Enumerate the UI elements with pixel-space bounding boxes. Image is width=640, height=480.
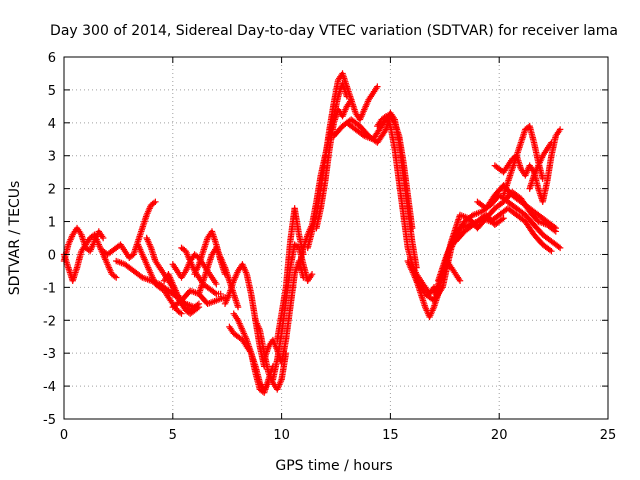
data-point-marker: [445, 246, 453, 254]
data-point-marker: [449, 239, 456, 246]
data-point-marker: [498, 216, 506, 223]
data-point-marker: [234, 303, 242, 311]
data-point-marker: [432, 286, 440, 293]
data-point-marker: [433, 284, 440, 292]
data-series: [435, 192, 564, 284]
x-axis-label: GPS time / hours: [275, 458, 392, 474]
data-point-marker: [430, 290, 438, 298]
data-layer: [60, 70, 564, 396]
data-point-marker: [446, 245, 453, 252]
data-point-marker: [152, 198, 159, 205]
data-point-marker: [447, 243, 454, 251]
data-point-marker: [444, 249, 451, 257]
data-point-marker: [308, 271, 316, 278]
y-tick-label: 2: [48, 183, 56, 198]
data-point-marker: [432, 287, 439, 295]
data-point-marker: [556, 244, 564, 252]
y-tick-label: -2: [43, 314, 56, 329]
data-point-marker: [195, 300, 203, 308]
data-point-marker: [217, 290, 224, 298]
data-point-marker: [374, 83, 381, 90]
y-tick-label: -4: [43, 380, 56, 395]
data-point-marker: [99, 234, 107, 242]
data-point-marker: [551, 223, 558, 231]
y-tick-label: -1: [43, 281, 56, 296]
data-series: [526, 139, 555, 192]
x-tick-label: 15: [382, 428, 399, 443]
data-point-marker: [211, 289, 219, 297]
y-tick-label: 5: [48, 84, 56, 99]
data-series: [134, 241, 185, 317]
data-point-marker: [113, 274, 120, 281]
data-series: [313, 83, 381, 232]
data-point-marker: [556, 126, 564, 133]
axis-ticks: 0 5 10 15 20 25 -5 -4 -3 -2 -1 0 1 2 3 4 5 6: [43, 51, 616, 443]
x-tick-label: 20: [491, 428, 508, 443]
y-tick-label: 1: [48, 216, 56, 231]
y-tick-label: 4: [48, 117, 56, 132]
y-tick-label: 6: [48, 51, 56, 66]
data-point-marker: [555, 243, 562, 250]
x-tick-label: 0: [60, 428, 68, 443]
data-point-marker: [178, 310, 185, 317]
y-tick-label: 0: [48, 248, 56, 263]
data-series: [452, 205, 555, 255]
data-point-marker: [539, 175, 546, 182]
data-point-marker: [381, 127, 389, 135]
y-tick-label: -3: [43, 347, 56, 362]
data-point-marker: [448, 240, 455, 248]
data-point-marker: [546, 246, 554, 254]
data-series: [191, 228, 229, 278]
data-point-marker: [500, 215, 507, 222]
data-point-marker: [445, 248, 452, 255]
data-point-marker: [456, 277, 464, 284]
x-tick-label: 25: [600, 428, 617, 443]
data-point-marker: [434, 283, 441, 290]
data-series: [60, 224, 107, 265]
data-series: [374, 113, 438, 298]
data-point-marker: [552, 224, 559, 232]
data-point-marker: [443, 251, 451, 258]
data-series: [474, 182, 559, 232]
data-point-marker: [194, 301, 201, 309]
data-point-marker: [213, 280, 220, 288]
data-point-marker: [438, 285, 445, 293]
data-point-marker: [150, 199, 158, 207]
x-tick-label: 5: [169, 428, 177, 443]
data-point-marker: [548, 139, 555, 146]
chart-title: Day 300 of 2014, Sidereal Day-to-day VTE…: [50, 23, 618, 39]
data-point-marker: [431, 289, 438, 296]
data-point-marker: [111, 273, 118, 280]
data-point-marker: [447, 242, 455, 249]
data-series: [343, 109, 420, 271]
data-point-marker: [548, 247, 555, 255]
y-tick-label: 3: [48, 150, 56, 165]
x-tick-label: 10: [273, 428, 290, 443]
plot-frame: [63, 56, 609, 420]
y-axis-label: SDTVAR / TECUs: [7, 181, 23, 296]
y-tick-label: -5: [43, 413, 56, 428]
data-point-marker: [176, 309, 184, 316]
data-series: [99, 198, 159, 261]
data-series: [160, 271, 203, 314]
